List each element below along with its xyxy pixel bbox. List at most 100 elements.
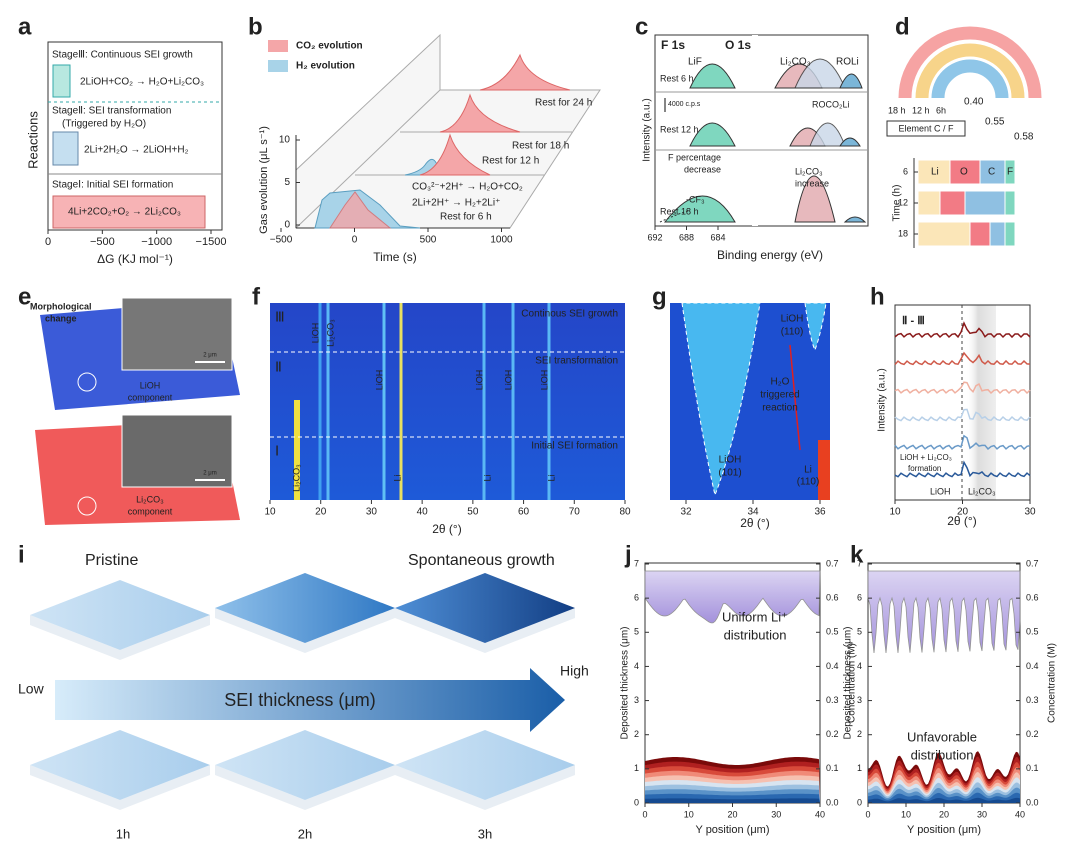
y-tick-label: 4 [857, 661, 862, 671]
label: Continous SEI growth [521, 309, 618, 320]
x-tick-label: 10 [889, 507, 901, 518]
label: distribution [724, 627, 787, 642]
x-tick-label: 30 [1024, 507, 1036, 518]
x-tick-label: −1500 [196, 236, 227, 248]
y-tick-label: 0.2 [826, 729, 839, 739]
x-tick-label: 60 [518, 507, 530, 518]
x-tick-label: 20 [315, 507, 327, 518]
frame [47, 41, 223, 231]
label: Low [18, 681, 45, 697]
panel-label: k [850, 541, 864, 568]
label: Li₂CO₃ [968, 486, 996, 496]
x-tick-label: 10 [684, 809, 694, 819]
y-tick-label: 2 [634, 729, 639, 739]
axis-label: 2θ (°) [740, 516, 769, 530]
label: O 1s [725, 38, 751, 52]
axis-label: Concentration (M) [1047, 643, 1058, 723]
label: distribution [911, 747, 974, 762]
decoration [30, 26, 1042, 810]
label: 2 μm [203, 353, 216, 359]
label: 0.55 [985, 117, 1005, 128]
label: LiF [688, 57, 702, 68]
label: reaction [762, 403, 798, 414]
panel-label: j [624, 541, 632, 568]
axis-label: Time (s) [373, 250, 417, 264]
label: Pristine [85, 552, 138, 569]
curve [894, 460, 1031, 478]
arcs [898, 26, 1042, 99]
region [681, 302, 761, 497]
y-tick-label: 0.7 [1026, 558, 1039, 568]
label: 0.40 [964, 97, 984, 108]
panel-label: e [18, 283, 31, 310]
label: SEI transformation [535, 356, 618, 367]
x-tick-label: 32 [680, 507, 692, 518]
y-tick-label: 0.7 [826, 558, 839, 568]
y-tick-label: 0.2 [1026, 729, 1039, 739]
label: Rest for 24 h [535, 98, 592, 109]
slab-side [215, 765, 395, 810]
band [966, 305, 996, 500]
label: CO₃²⁻+2H⁺ → H₂O+CO₂ [412, 182, 523, 193]
x-tick-label: −1000 [141, 236, 172, 248]
slab-side [215, 608, 395, 653]
y-tick-label: 0.6 [826, 593, 839, 603]
slab [215, 730, 395, 800]
bar [52, 131, 79, 166]
label: change [45, 313, 77, 323]
panel-label: c [635, 13, 648, 40]
label: 0.58 [1014, 132, 1034, 143]
label: ROLi [836, 57, 859, 68]
x-tick-label: 34 [747, 507, 759, 518]
label: 2LiOH+CO₂ → H₂O+Li₂CO₃ [80, 77, 204, 88]
x-tick-label: 1000 [490, 235, 513, 246]
label: -CF₃ [686, 194, 705, 204]
region [804, 302, 827, 352]
label: Ⅱ [275, 359, 282, 375]
panel-label: f [252, 283, 261, 310]
y-tick-label: 0.1 [826, 763, 839, 773]
x-tick-label: 20 [939, 809, 949, 819]
label: SEI thickness (μm) [224, 690, 375, 710]
label: LiOH [374, 370, 384, 391]
curve [894, 434, 1031, 451]
sem-image [121, 414, 233, 488]
curve [894, 351, 1031, 366]
label: Li₂CO₃ [325, 319, 335, 347]
x-tick-label: 692 [647, 232, 662, 242]
label: Ⅲ [275, 309, 285, 325]
panel-label: a [18, 13, 32, 40]
y-tick-label: 0.0 [826, 797, 839, 807]
label: Spontaneous growth [408, 552, 555, 569]
sem-image [121, 297, 233, 371]
bar [52, 64, 71, 98]
label: Rest for 6 h [440, 212, 492, 223]
marker [77, 372, 97, 392]
slab [30, 580, 210, 650]
x-tick-label: 688 [679, 232, 694, 242]
x-tick-label: 0 [45, 236, 51, 248]
x-tick-label: 36 [814, 507, 826, 518]
curve [329, 191, 392, 229]
label: Ⅰ [275, 443, 279, 459]
x-tick-label: 500 [420, 235, 437, 246]
label: StageⅢ: Continuous SEI growth [52, 50, 193, 61]
label: decrease [684, 164, 721, 174]
label: LiOH [310, 323, 320, 344]
label: LiOH + Li₂CO₃ [900, 453, 952, 462]
peak-lines [294, 303, 551, 500]
label: (110) [797, 477, 820, 488]
marker [77, 496, 97, 516]
y-tick-label: 6 [903, 166, 908, 176]
label: 2 μm [203, 471, 216, 477]
x-tick-label: 30 [771, 809, 781, 819]
x-tick-label: 10 [264, 507, 276, 518]
y-tick-label: 5 [284, 177, 290, 188]
x-tick-label: 0 [865, 809, 870, 819]
y-tick-label: 7 [634, 558, 639, 568]
curve [479, 53, 571, 91]
curve [894, 321, 1031, 339]
label: F 1s [661, 38, 685, 52]
labels: a Reactions StageⅢ: Continuous SEI growth 2… [18, 13, 1058, 841]
label: component [128, 506, 173, 516]
